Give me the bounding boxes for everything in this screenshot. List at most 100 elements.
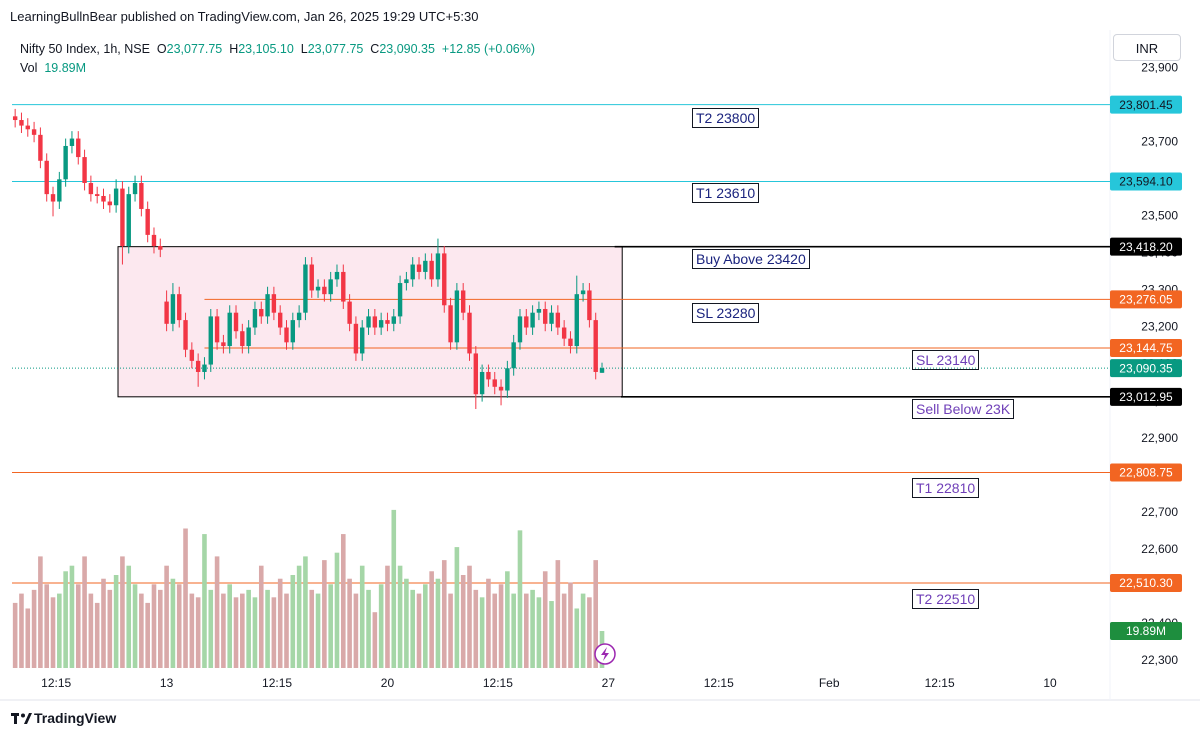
volume-bar (233, 597, 239, 668)
annotation: Buy Above 23420 (692, 249, 810, 269)
price-label-bg (1110, 290, 1182, 309)
volume-bar (536, 597, 542, 668)
price-label: 22,808.75 (1119, 466, 1173, 480)
ohlc-key: H (229, 42, 239, 56)
volume-bar (322, 560, 327, 668)
volume-bar (101, 578, 106, 668)
volume-bar (391, 509, 397, 668)
candle-body (107, 201, 113, 206)
volume-bar (593, 560, 599, 668)
x-tick-label: 12:15 (483, 676, 513, 690)
volume-bar (523, 593, 529, 668)
candle-body (524, 316, 529, 328)
candle-body (536, 308, 542, 313)
volume-bar (113, 574, 119, 668)
ohlc-key: C (370, 42, 380, 56)
volume-bar (157, 589, 163, 668)
candle-body (277, 312, 283, 328)
candle-body (587, 290, 592, 321)
x-tick-label: 12:15 (262, 676, 292, 690)
candle-body (442, 253, 447, 306)
volume-bar (183, 528, 188, 668)
candle-body (151, 234, 157, 247)
candle-body (202, 364, 207, 372)
volume-bar (435, 578, 441, 668)
candle-body (315, 286, 321, 291)
volume-bar (410, 589, 416, 668)
volume-bar (63, 571, 68, 668)
volume-bar (303, 556, 308, 668)
volume-bar (75, 584, 81, 668)
candle-body (385, 320, 390, 324)
candle-body (549, 312, 554, 324)
volume-bar (479, 597, 485, 668)
candle-body (341, 271, 346, 302)
candle-body (486, 371, 491, 380)
volume-bar (441, 560, 447, 668)
annotation: T2 23800 (692, 108, 760, 128)
candle-body (31, 129, 37, 135)
candle-body (57, 179, 62, 202)
candle-body (303, 264, 308, 313)
candle-body (517, 316, 523, 343)
volume-bar (151, 584, 157, 668)
volume-bar (252, 597, 258, 668)
candle-body (183, 320, 188, 350)
candle-body (25, 125, 30, 130)
annotation: T1 23610 (692, 183, 760, 203)
brand-logo (11, 713, 32, 724)
candle-body (265, 294, 270, 317)
legend: Nifty 50 Index, 1h, NSE O23,077.75 H23,1… (20, 40, 535, 78)
annotation: Sell Below 23K (912, 399, 1015, 419)
currency-button[interactable]: INR (1113, 34, 1181, 61)
volume-bar (44, 584, 50, 668)
ohlc-value: 23,105.10 (238, 42, 294, 56)
y-tick-label: 23,900 (1141, 60, 1178, 74)
price-label: 19.89M (1126, 624, 1166, 638)
price-label: 22,510.30 (1119, 576, 1173, 590)
candle-body (561, 327, 567, 339)
candle-body (76, 138, 81, 158)
change: +12.85 (+0.06%) (441, 42, 536, 56)
candle-body (473, 353, 479, 395)
price-label-bg (1110, 622, 1182, 641)
candle-body (214, 316, 220, 343)
volume-bar (258, 565, 264, 668)
volume-bar (164, 565, 169, 668)
candle-body (378, 320, 384, 328)
candle-body (120, 188, 125, 247)
candle-body (580, 290, 586, 295)
volume-bar (284, 593, 289, 668)
candle-body (416, 264, 422, 272)
ohlc-key: O (156, 42, 167, 56)
volume-bar (50, 597, 56, 668)
ohlc-key: L (300, 42, 308, 56)
price-label-bg (1110, 463, 1182, 482)
volume-bar (385, 565, 390, 668)
volume-bar (347, 578, 352, 668)
volume-bar (69, 565, 75, 668)
volume-bar (277, 578, 283, 668)
candle-body (568, 338, 573, 347)
annotation: T2 22510 (912, 589, 980, 609)
candle-body (164, 301, 169, 324)
volume-bar (498, 584, 504, 668)
x-tick-label: 20 (381, 676, 395, 690)
candle-body (543, 308, 548, 324)
candle-body (530, 312, 535, 328)
y-tick-label: 23,700 (1141, 134, 1178, 148)
volume-bar (574, 608, 580, 668)
volume-bar (340, 534, 346, 668)
candle-body (290, 320, 296, 343)
volume-bar (359, 565, 365, 668)
candle-body (82, 157, 87, 184)
volume-bar (530, 589, 535, 668)
volume-bar (202, 534, 207, 668)
candle-body (12, 116, 18, 121)
x-tick-label: 12:15 (704, 676, 734, 690)
price-label-bg (1110, 172, 1182, 191)
volume-bar (189, 593, 195, 668)
replay-icon[interactable] (594, 643, 616, 665)
